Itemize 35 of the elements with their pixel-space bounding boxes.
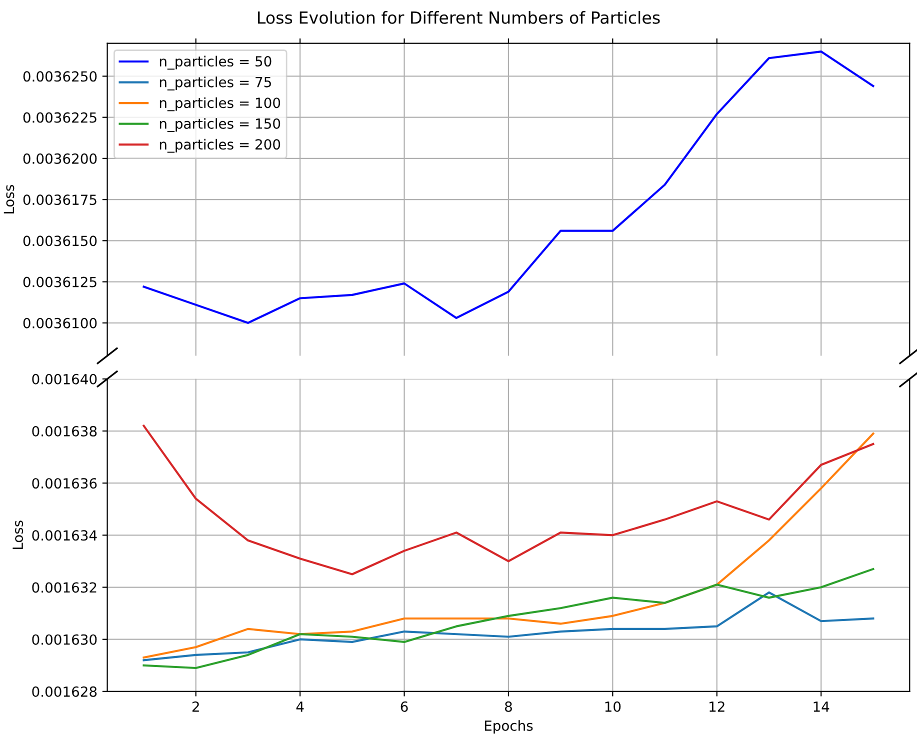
x-tick-label: 2 [192,701,199,712]
legend-label: n_particles = 50 [160,56,272,70]
y-tick-label: 0.0036125 [23,276,96,288]
legend-label: n_particles = 150 [160,118,280,132]
y-tick-label: 0.001634 [32,530,97,541]
y-tick-label: 0.001640 [32,374,97,384]
y-tick-label: 0.0036175 [23,194,96,206]
line-series [142,432,874,659]
y-tick-label: 0.001628 [32,686,97,697]
x-tick-label: 6 [400,701,408,712]
y-tick-label: 0.001636 [32,478,97,489]
x-tick-label: 4 [296,702,304,712]
y-tick-label: 0.001638 [32,426,97,436]
y-tick-label: 0.0036150 [23,236,97,246]
y-tick-label: 0.0036225 [23,112,96,123]
line-series [142,50,874,324]
y-axis-title: Loss [4,185,14,214]
y-tick-label: 0.001630 [32,634,97,645]
line-series [142,424,874,576]
y-axis-title: Loss [12,520,24,550]
line-series [142,591,874,662]
x-tick-label: 10 [605,701,621,712]
y-tick-label: 0.0036250 [23,71,97,82]
x-axis-title: Epochs [484,720,533,734]
legend-label: n_particles = 100 [160,97,280,112]
y-tick-label: 0.001632 [32,582,96,593]
x-tick-label: 12 [710,701,724,712]
chart-title: Loss Evolution for Different Numbers of Particles [258,11,660,24]
y-tick-label: 0.0036100 [23,318,97,328]
x-tick-label: 14 [814,702,830,712]
line-series [142,568,874,670]
legend-label: n_particles = 200 [160,138,280,153]
legend-label: n_particles = 75 [160,76,271,90]
x-tick-label: 8 [505,701,512,712]
y-tick-label: 0.0036200 [23,153,97,164]
